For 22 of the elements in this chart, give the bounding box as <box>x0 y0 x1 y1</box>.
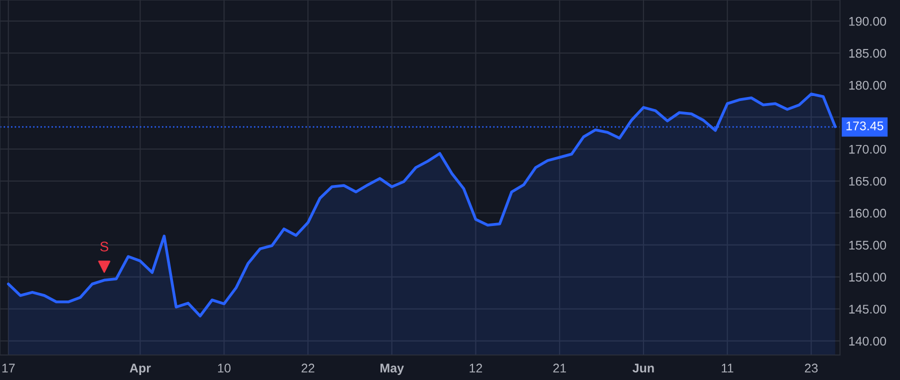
x-tick-label: 17 <box>2 364 15 372</box>
ref-line-label: 173.45 <box>846 121 884 130</box>
x-tick-label: 21 <box>553 364 566 372</box>
y-tick-label: 150.00 <box>849 272 886 282</box>
annotation: S <box>100 242 108 252</box>
x-tick-label: May <box>380 364 404 375</box>
y-tick-label: 145.00 <box>849 304 886 314</box>
x-tick-label: 10 <box>218 364 231 373</box>
y-tick-label: 160.00 <box>849 208 886 218</box>
x-tick-label: 23 <box>804 364 818 373</box>
y-tick-label: 180.00 <box>849 80 886 90</box>
y-tick-label: 190.00 <box>849 16 886 26</box>
x-tick-label: Jun <box>632 364 654 373</box>
x-tick-label: Apr <box>130 364 151 375</box>
y-tick-label: 155.00 <box>849 240 886 250</box>
x-tick-label: 22 <box>302 364 314 372</box>
x-tick-label: 11 <box>722 364 734 372</box>
y-tick-label: 185.00 <box>849 48 886 58</box>
y-tick-label: 140.00 <box>849 336 886 346</box>
x-tick-label: 12 <box>470 364 482 372</box>
y-tick-label: 165.00 <box>849 176 886 186</box>
y-tick-label: 170.00 <box>849 144 886 154</box>
